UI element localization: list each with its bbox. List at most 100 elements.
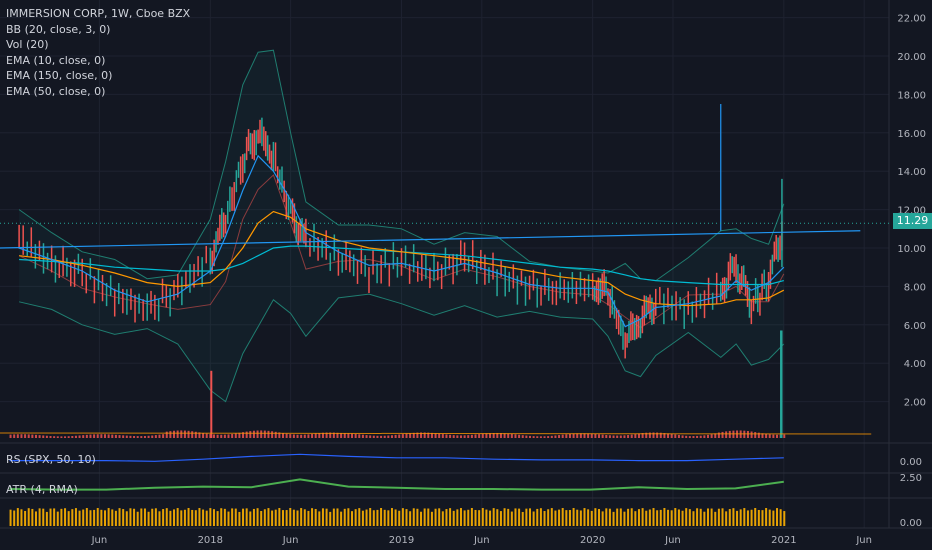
bottom-bar (688, 509, 691, 526)
rs-pane-label[interactable]: RS (SPX, 50, 10) (6, 453, 96, 466)
volume-bar (776, 434, 779, 438)
bottom-bar (67, 511, 70, 526)
bottom-bar (351, 511, 354, 526)
legend-ema10[interactable]: EMA (10, close, 0) (6, 53, 106, 67)
volume-bar (561, 434, 564, 438)
bottom-bar (223, 508, 226, 526)
bottom-bar (292, 509, 295, 526)
volume-bar (612, 435, 615, 438)
volume-bar (114, 434, 117, 438)
volume-bar (394, 434, 397, 438)
bottom-bar (78, 510, 81, 526)
volume-bar (42, 435, 45, 438)
bottom-bar (514, 508, 517, 526)
bottom-bar (492, 508, 495, 526)
volume-bar (45, 435, 48, 438)
x-tick-label: Jun (91, 535, 108, 546)
bottom-bar (474, 509, 477, 526)
volume-bar (9, 434, 12, 438)
bottom-bar (416, 508, 419, 526)
volume-bar (64, 436, 67, 438)
volume-bar (467, 435, 470, 438)
y-tick-label: 8.00 (904, 282, 926, 293)
volume-bar (656, 432, 659, 438)
y-tick-label: 10.00 (897, 244, 926, 255)
bottom-bar (456, 509, 459, 526)
volume-bar (441, 434, 444, 438)
volume-bar (158, 434, 161, 438)
legend-bb[interactable]: BB (20, close, 3, 0) (6, 22, 111, 36)
volume-bar (216, 434, 219, 438)
bottom-bar (278, 508, 281, 526)
price-axis[interactable]: 2.00 4.00 6.00 8.00 10.00 12.00 14.00 16.00 18.0… (897, 14, 926, 529)
volume-bar (187, 430, 190, 438)
bottom-bar (64, 508, 67, 526)
volume-bar (227, 434, 230, 438)
volume-bar (220, 434, 223, 438)
bottom-bar (205, 510, 208, 526)
atr-pane-label[interactable]: ATR (4, RMA) (6, 483, 78, 496)
volume-bar (503, 433, 506, 438)
volume-bar (354, 433, 357, 438)
volume-bar (761, 433, 764, 438)
bottom-bar (321, 508, 324, 526)
bottom-bar (507, 508, 510, 526)
bb-fill (19, 50, 784, 402)
subpane-tick-label: 0.00 (900, 518, 922, 529)
bottom-bar (380, 508, 383, 526)
bottom-bar (532, 511, 535, 526)
bottom-bar (558, 509, 561, 526)
volume-bar (746, 431, 749, 438)
bottom-bar (732, 508, 735, 526)
bottom-bar (394, 509, 397, 526)
bottom-bar (383, 509, 386, 526)
volume-bar (78, 435, 81, 438)
bottom-bar (202, 509, 205, 526)
bottom-bar (499, 511, 502, 526)
bottom-bar (220, 508, 223, 526)
bottom-bar (387, 510, 390, 526)
bottom-bar (761, 510, 764, 526)
legend-volume[interactable]: Vol (20) (6, 38, 49, 51)
bottom-bar (765, 508, 768, 526)
bottom-bar (71, 509, 74, 526)
bottom-bar (703, 511, 706, 526)
bottom-bar (140, 508, 143, 526)
volume-bar (721, 431, 724, 438)
bottom-bar (238, 511, 241, 526)
volume-bar (281, 433, 284, 438)
y-tick-label: 20.00 (897, 52, 926, 63)
bottom-bar (445, 509, 448, 526)
volume-bar (587, 433, 590, 438)
bottom-bar (423, 508, 426, 526)
bottom-bar (594, 508, 597, 526)
bottom-bar (648, 509, 651, 526)
bottom-bar (20, 509, 23, 526)
bottom-bar (637, 509, 640, 526)
legend-ema50[interactable]: EMA (50, close, 0) (6, 84, 106, 98)
bottom-bar (481, 508, 484, 526)
time-axis[interactable]: Jun 2018 Jun 2019 Jun 2020 Jun 2021 Jun (91, 535, 872, 546)
volume-bar (710, 434, 713, 438)
bottom-bar (409, 511, 412, 526)
bottom-bar (336, 508, 339, 526)
volume-bar (365, 435, 368, 438)
bottom-bar (449, 508, 452, 526)
bottom-bar (49, 508, 52, 526)
x-tick-label: 2018 (198, 535, 223, 546)
volume-bar (634, 434, 637, 438)
bottom-bar (677, 509, 680, 526)
volume-bar (231, 433, 234, 438)
bb-upper-line (18, 49, 785, 282)
bottom-bar (645, 510, 648, 526)
y-tick-label: 6.00 (904, 321, 926, 332)
legend-ema150[interactable]: EMA (150, close, 0) (6, 69, 113, 82)
bottom-bar (271, 510, 274, 526)
bottom-bar (656, 510, 659, 526)
volume-bar (74, 435, 77, 438)
volume-bar (449, 434, 452, 438)
symbol-title[interactable]: IMMERSION CORP, 1W, Cboe BZX (6, 7, 191, 20)
volume-bar (194, 431, 197, 438)
volume-bar (725, 431, 728, 438)
